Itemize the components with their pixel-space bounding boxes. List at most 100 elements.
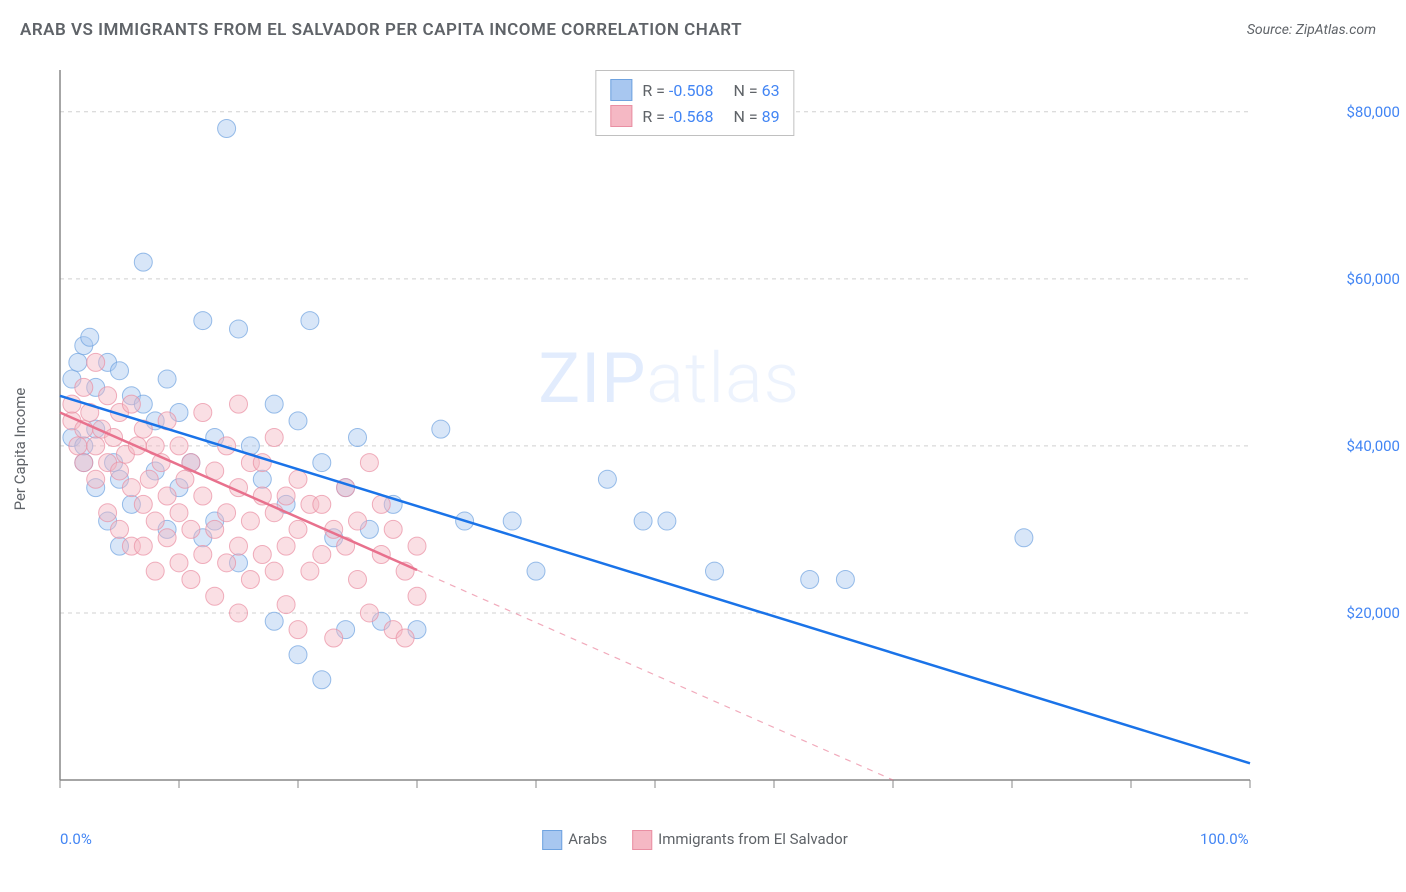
legend-swatch [610, 79, 632, 101]
scatter-point [182, 520, 200, 538]
scatter-point [230, 604, 248, 622]
legend-swatch [632, 830, 652, 850]
scatter-point [134, 537, 152, 555]
scatter-point [408, 537, 426, 555]
scatter-point [396, 629, 414, 647]
scatter-point [706, 562, 724, 580]
scatter-point [218, 504, 236, 522]
scatter-point [313, 545, 331, 563]
scatter-point [384, 520, 402, 538]
scatter-chart-svg [50, 60, 1340, 820]
scatter-point [265, 395, 283, 413]
scatter-point [146, 562, 164, 580]
x-tick-label: 0.0% [60, 830, 92, 848]
scatter-point [182, 571, 200, 589]
scatter-point [158, 487, 176, 505]
stats-legend-box: R = -0.508N = 63R = -0.568N = 89 [595, 70, 794, 136]
scatter-point [289, 470, 307, 488]
scatter-point [230, 395, 248, 413]
scatter-point [158, 529, 176, 547]
scatter-point [134, 495, 152, 513]
scatter-point [81, 328, 99, 346]
scatter-point [206, 520, 224, 538]
stats-row: R = -0.568N = 89 [610, 103, 779, 129]
scatter-point [527, 562, 545, 580]
scatter-point [408, 587, 426, 605]
y-tick-label: $60,000 [1346, 270, 1400, 288]
scatter-point [265, 429, 283, 447]
scatter-point [230, 320, 248, 338]
scatter-point [176, 470, 194, 488]
y-tick-label: $40,000 [1346, 437, 1400, 455]
chart-area: Per Capita Income ZIPatlas R = -0.508N =… [50, 60, 1340, 820]
scatter-point [122, 479, 140, 497]
scatter-point [75, 454, 93, 472]
legend-swatch [542, 830, 562, 850]
scatter-point [289, 621, 307, 639]
scatter-point [170, 504, 188, 522]
legend-item: Immigrants from El Salvador [632, 830, 848, 850]
trend-line [60, 396, 1250, 764]
scatter-point [349, 512, 367, 530]
scatter-point [253, 545, 271, 563]
scatter-point [349, 429, 367, 447]
scatter-point [218, 554, 236, 572]
scatter-point [301, 562, 319, 580]
scatter-point [658, 512, 676, 530]
scatter-point [432, 420, 450, 438]
scatter-point [289, 520, 307, 538]
scatter-point [111, 362, 129, 380]
scatter-point [277, 537, 295, 555]
scatter-point [99, 504, 117, 522]
scatter-point [1015, 529, 1033, 547]
scatter-point [206, 587, 224, 605]
scatter-point [87, 437, 105, 455]
scatter-point [69, 437, 87, 455]
scatter-point [289, 412, 307, 430]
chart-title: ARAB VS IMMIGRANTS FROM EL SALVADOR PER … [20, 20, 742, 40]
trend-line-extrapolated [417, 570, 893, 780]
stats-row: R = -0.508N = 63 [610, 77, 779, 103]
y-tick-label: $20,000 [1346, 604, 1400, 622]
scatter-point [289, 646, 307, 664]
legend-item: Arabs [542, 830, 607, 850]
scatter-point [75, 378, 93, 396]
scatter-point [194, 487, 212, 505]
y-axis-label: Per Capita Income [11, 388, 29, 511]
scatter-point [313, 671, 331, 689]
scatter-point [634, 512, 652, 530]
scatter-point [265, 562, 283, 580]
scatter-point [241, 571, 259, 589]
scatter-point [503, 512, 521, 530]
scatter-point [134, 253, 152, 271]
scatter-point [253, 470, 271, 488]
scatter-point [277, 596, 295, 614]
scatter-point [158, 370, 176, 388]
scatter-point [111, 520, 129, 538]
scatter-point [140, 470, 158, 488]
scatter-point [801, 571, 819, 589]
scatter-point [194, 312, 212, 330]
y-tick-label: $80,000 [1346, 103, 1400, 121]
scatter-point [146, 512, 164, 530]
scatter-point [349, 571, 367, 589]
scatter-point [69, 353, 87, 371]
scatter-point [194, 545, 212, 563]
scatter-point [87, 353, 105, 371]
scatter-point [122, 395, 140, 413]
bottom-legend: Arabs Immigrants from El Salvador [542, 830, 848, 850]
legend-swatch [610, 105, 632, 127]
scatter-point [277, 487, 295, 505]
scatter-point [111, 462, 129, 480]
scatter-point [218, 119, 236, 137]
scatter-point [170, 437, 188, 455]
scatter-point [836, 571, 854, 589]
scatter-point [325, 629, 343, 647]
scatter-point [301, 312, 319, 330]
scatter-point [170, 554, 188, 572]
scatter-point [230, 537, 248, 555]
scatter-point [99, 387, 117, 405]
scatter-point [194, 403, 212, 421]
source-attribution: Source: ZipAtlas.com [1247, 22, 1376, 38]
scatter-point [265, 612, 283, 630]
